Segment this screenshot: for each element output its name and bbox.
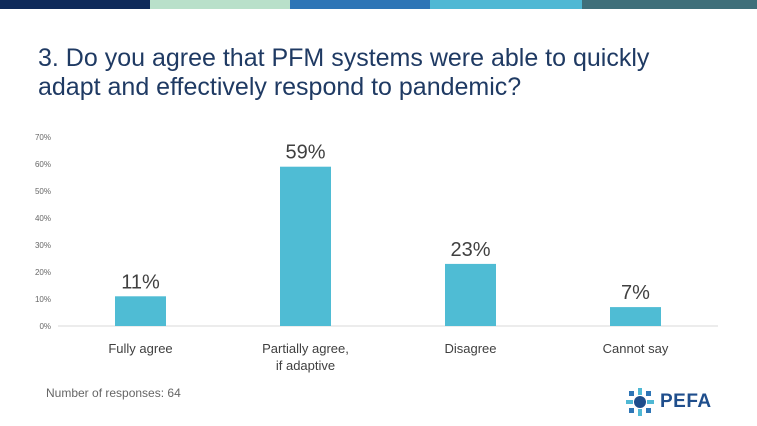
slide-title: 3. Do you agree that PFM systems were ab… (38, 44, 650, 101)
y-tick-label: 50% (35, 187, 51, 196)
pefa-logo: PEFA (624, 386, 744, 420)
bar (280, 166, 331, 326)
top-bar-segment (290, 0, 430, 9)
top-bar-segment (430, 0, 582, 9)
responses-note: Number of responses: 64 (46, 386, 181, 400)
data-label: 7% (621, 282, 650, 304)
category-label: Fully agree (108, 341, 172, 356)
bar (445, 263, 496, 326)
y-tick-label: 0% (39, 322, 51, 331)
data-label: 11% (121, 271, 160, 293)
pefa-logo-icon (626, 388, 654, 416)
y-tick-label: 70% (35, 133, 51, 142)
y-tick-label: 40% (35, 214, 51, 223)
category-label: Disagree (444, 341, 496, 356)
bar (610, 307, 661, 326)
top-bar-segment (150, 0, 290, 9)
data-label: 59% (285, 142, 325, 164)
category-label: Partially agree, if adaptive (262, 341, 349, 373)
y-tick-label: 10% (35, 295, 51, 304)
category-label: Cannot say (603, 341, 669, 356)
data-label: 23% (450, 239, 490, 261)
top-color-bar (0, 0, 757, 9)
y-tick-label: 20% (35, 268, 51, 277)
y-tick-label: 60% (35, 160, 51, 169)
bar (115, 296, 166, 326)
y-tick-label: 30% (35, 241, 51, 250)
top-bar-segment (582, 0, 757, 9)
pefa-logo-text: PEFA (660, 391, 712, 412)
top-bar-segment (0, 0, 150, 9)
bar-chart: 0% 10% 20% 30% 40% 50% 60% 70% 11% Fully agree 59%… (35, 133, 718, 373)
